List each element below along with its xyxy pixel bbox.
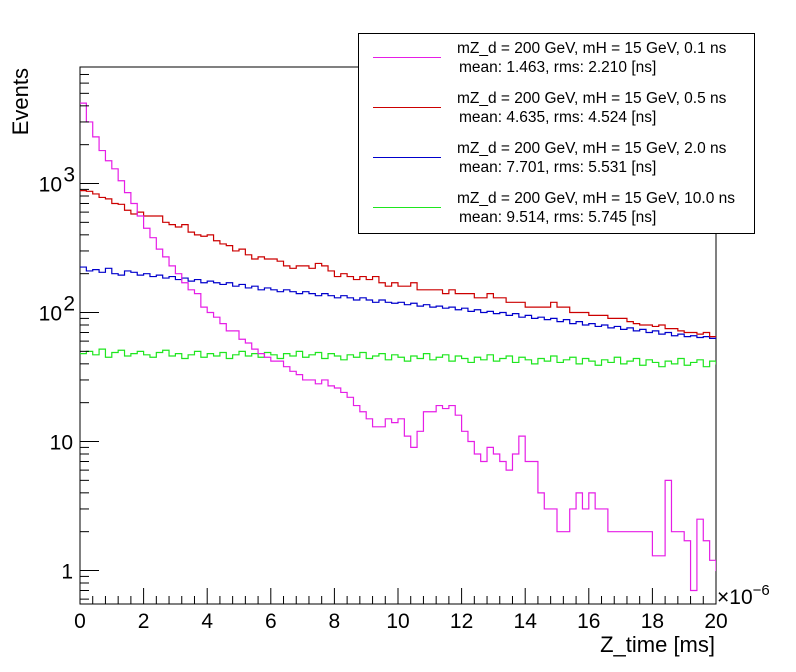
- x-axis-title: Z_time [ms]: [600, 632, 715, 657]
- legend-label: mZ_d = 200 GeV, mH = 15 GeV, 2.0 ns mean…: [457, 139, 726, 177]
- legend-name: mZ_d = 200 GeV, mH = 15 GeV, 2.0 ns: [457, 140, 727, 157]
- x-tick-label: 6: [265, 610, 277, 633]
- legend-label: mZ_d = 200 GeV, mH = 15 GeV, 10.0 ns mea…: [457, 189, 735, 227]
- x-tick-label: 4: [201, 610, 213, 633]
- x-tick-label: 10: [386, 610, 409, 633]
- y-tick-label-exponent: 3: [63, 164, 75, 187]
- series-1-histogram: [80, 190, 716, 338]
- x-exponent-base: ×10: [717, 586, 753, 609]
- legend-name: mZ_d = 200 GeV, mH = 15 GeV, 10.0 ns: [457, 190, 736, 207]
- x-tick-label: 20: [704, 610, 727, 633]
- legend-line: [373, 207, 441, 208]
- legend-name: mZ_d = 200 GeV, mH = 15 GeV, 0.5 ns: [457, 90, 727, 107]
- legend-label: mZ_d = 200 GeV, mH = 15 GeV, 0.1 ns mean…: [457, 39, 726, 77]
- y-tick-label: 10: [50, 432, 73, 455]
- legend-entry: mZ_d = 200 GeV, mH = 15 GeV, 10.0 ns mea…: [359, 186, 756, 234]
- x-tick-label: 14: [514, 610, 538, 633]
- y-tick-label: 10: [39, 303, 62, 326]
- legend-stats: mean: 4.635, rms: 4.524 [ns]: [459, 109, 657, 126]
- x-tick-label: 0: [74, 610, 86, 633]
- legend-name: mZ_d = 200 GeV, mH = 15 GeV, 0.1 ns: [457, 40, 727, 57]
- x-axis-exponent: ×10−6: [717, 582, 770, 609]
- y-tick-label: 1: [61, 561, 73, 584]
- x-axis: 0 2 4 6 8 10 12 14 16 18 20: [74, 588, 728, 633]
- legend-label: mZ_d = 200 GeV, mH = 15 GeV, 0.5 ns mean…: [457, 89, 726, 127]
- legend-line: [373, 107, 441, 108]
- legend-entry: mZ_d = 200 GeV, mH = 15 GeV, 0.1 ns mean…: [359, 36, 756, 84]
- legend-line: [373, 57, 441, 58]
- x-tick-label: 8: [329, 610, 341, 633]
- series-3-histogram: [80, 348, 716, 368]
- x-tick-label: 2: [138, 610, 150, 633]
- y-tick-label: 10: [39, 174, 62, 197]
- legend-stats: mean: 9.514, rms: 5.745 [ns]: [459, 209, 657, 226]
- x-exponent-power: −6: [753, 582, 770, 599]
- legend-stats: mean: 7.701, rms: 5.531 [ns]: [459, 159, 657, 176]
- legend-line: [373, 157, 441, 158]
- legend-entry: mZ_d = 200 GeV, mH = 15 GeV, 0.5 ns mean…: [359, 86, 756, 134]
- y-axis-title: Events: [8, 68, 33, 135]
- series-2-histogram: [80, 266, 716, 339]
- series-0-histogram: [80, 102, 716, 592]
- y-tick-label-exponent: 2: [63, 293, 75, 316]
- legend-entry: mZ_d = 200 GeV, mH = 15 GeV, 2.0 ns mean…: [359, 136, 756, 184]
- x-tick-label: 12: [450, 610, 473, 633]
- histograms: [80, 102, 716, 592]
- legend-stats: mean: 1.463, rms: 2.210 [ns]: [459, 59, 657, 76]
- x-tick-label: 18: [641, 610, 664, 633]
- legend: mZ_d = 200 GeV, mH = 15 GeV, 0.1 ns mean…: [358, 33, 755, 234]
- x-tick-label: 16: [577, 610, 600, 633]
